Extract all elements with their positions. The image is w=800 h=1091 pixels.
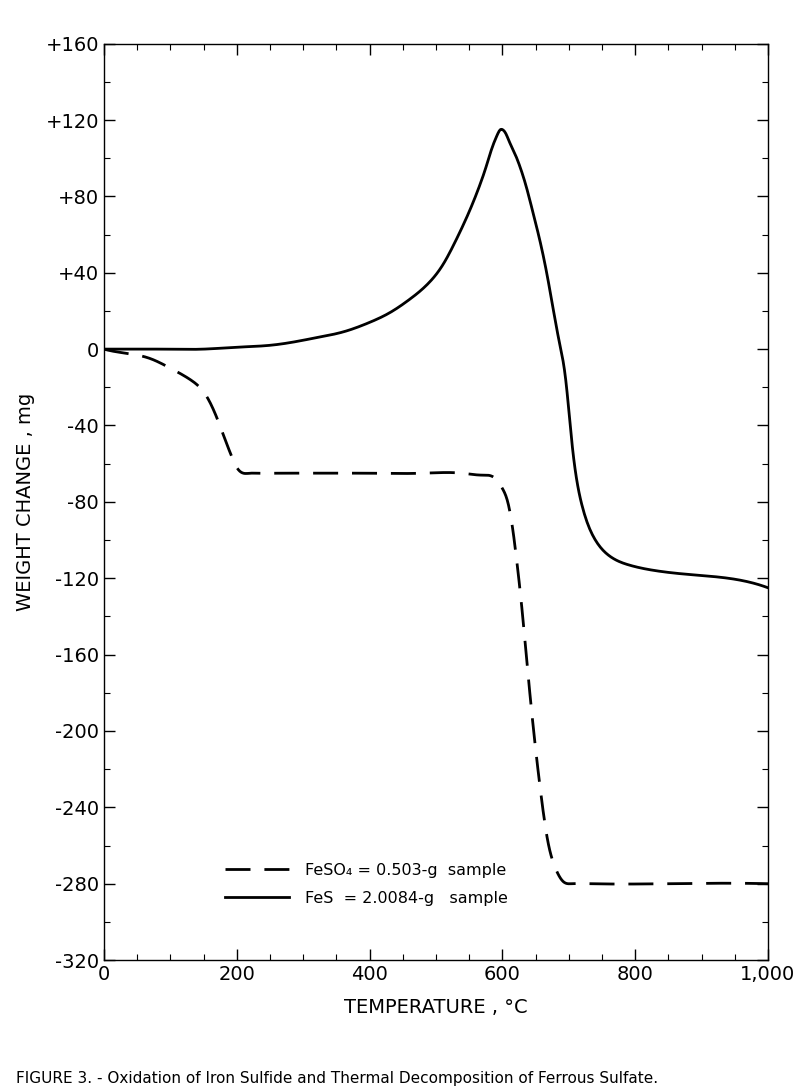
Legend: FeSO₄ = 0.503-g  sample, FeS  = 2.0084-g   sample: FeSO₄ = 0.503-g sample, FeS = 2.0084-g s… (225, 862, 508, 907)
Y-axis label: WEIGHT CHANGE , mg: WEIGHT CHANGE , mg (15, 393, 34, 611)
X-axis label: TEMPERATURE , °C: TEMPERATURE , °C (344, 998, 528, 1017)
Text: FIGURE 3. - Oxidation of Iron Sulfide and Thermal Decomposition of Ferrous Sulfa: FIGURE 3. - Oxidation of Iron Sulfide an… (16, 1070, 658, 1086)
